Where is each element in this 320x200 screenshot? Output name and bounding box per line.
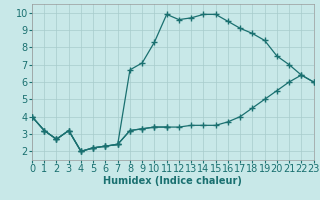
X-axis label: Humidex (Indice chaleur): Humidex (Indice chaleur) [103, 176, 242, 186]
